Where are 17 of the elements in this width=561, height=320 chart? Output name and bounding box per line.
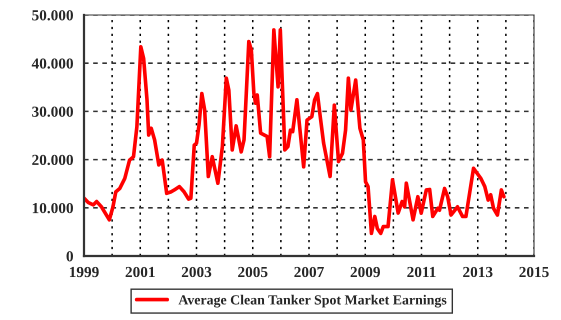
line-series xyxy=(84,28,506,236)
y-tick-label: 50.000 xyxy=(32,10,73,21)
y-tick-label: 20.000 xyxy=(32,154,73,166)
x-tick-label: 2001 xyxy=(126,266,155,278)
x-tick-label: 1999 xyxy=(70,266,99,278)
x-tick-label: 2003 xyxy=(182,266,212,278)
legend-label: Average Clean Tanker Spot Market Earnings xyxy=(178,294,446,308)
y-tick-label: 40.000 xyxy=(32,58,73,69)
x-tick-label: 2013 xyxy=(463,266,493,278)
y-tick-label: 30.000 xyxy=(32,106,73,117)
y-tick-label: 0 xyxy=(66,251,73,262)
x-tick-label: 2009 xyxy=(350,266,380,278)
x-tick-label: 2015 xyxy=(519,266,549,278)
x-tick-label: 2005 xyxy=(238,266,268,278)
y-tick-label: 10.000 xyxy=(32,202,73,214)
x-tick-label: 2007 xyxy=(294,266,324,278)
x-tick-label: 2011 xyxy=(407,266,436,278)
